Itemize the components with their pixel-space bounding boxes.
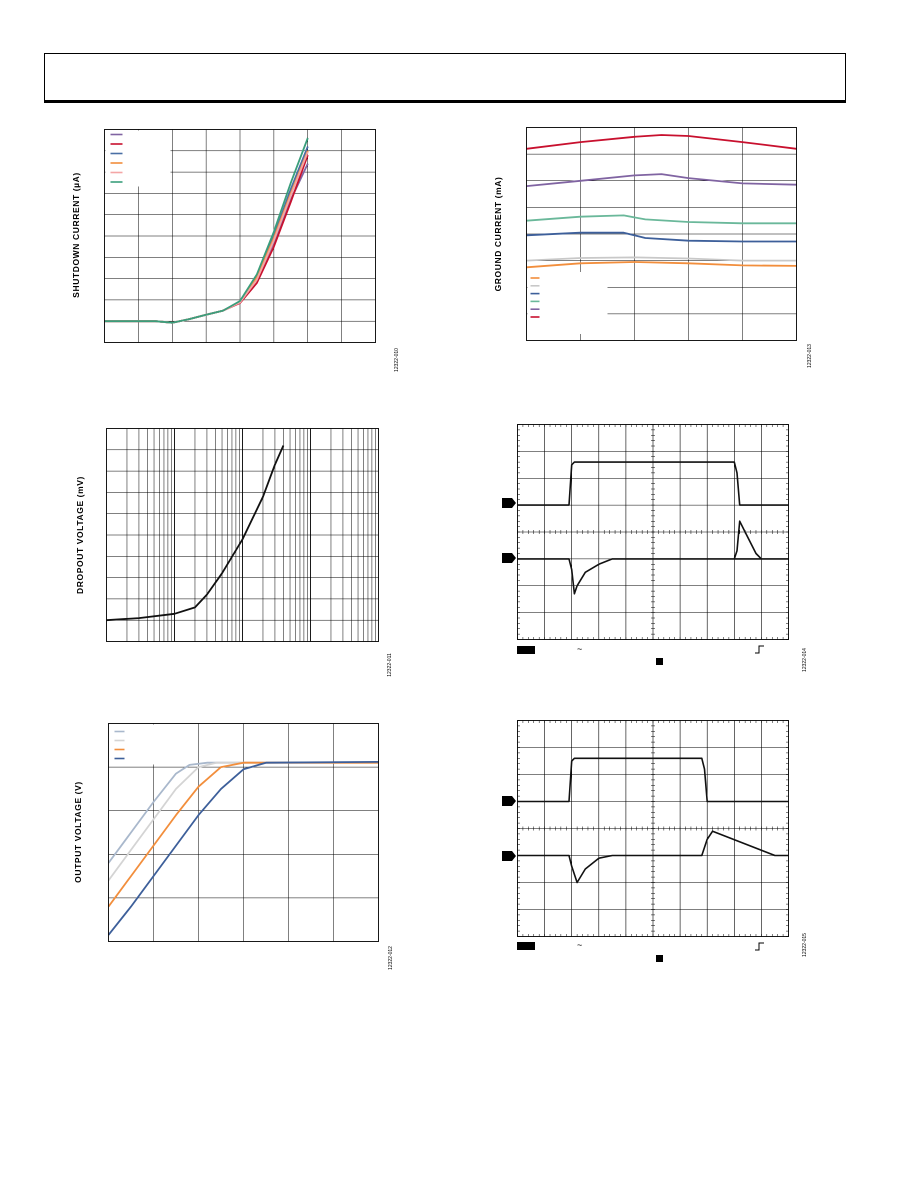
ac-coupling-icon: ~	[577, 940, 583, 950]
series-line-4	[526, 231, 797, 243]
y-axis-label: DROPOUT VOLTAGE (mV)	[75, 476, 85, 594]
series-line-1	[526, 134, 797, 150]
chart-svg	[108, 723, 379, 942]
series-line-1	[517, 757, 789, 803]
chart-svg	[106, 428, 379, 642]
series-line-1	[108, 761, 379, 864]
legend	[105, 130, 171, 187]
channel-1-marker-icon	[502, 498, 516, 508]
chart-svg	[517, 424, 789, 640]
series-line-3	[526, 214, 797, 225]
rising-edge-trigger-icon	[755, 645, 764, 654]
y-axis-label: GROUND CURRENT (mA)	[493, 176, 503, 292]
series-line-1	[106, 445, 285, 622]
trigger-position-marker	[656, 658, 663, 665]
plot-frame	[108, 723, 379, 942]
legend-background	[105, 130, 171, 187]
figure-id: 12322-014	[802, 648, 808, 672]
plot-frame	[517, 424, 789, 640]
series-line-2	[517, 520, 789, 595]
figure-id: 12322-010	[394, 348, 400, 372]
series-line-5	[526, 256, 797, 262]
figure-id: 12322-011	[387, 653, 393, 677]
grid	[108, 723, 379, 942]
series-line-4	[108, 761, 379, 936]
series-line-2	[526, 173, 797, 187]
figure-id: 12322-012	[388, 946, 394, 970]
ac-coupling-icon: ~	[577, 644, 583, 654]
plot-frame	[526, 127, 797, 341]
series-line-1	[517, 461, 789, 506]
channel-label-box	[517, 942, 535, 950]
channel-label-box	[517, 646, 535, 654]
legend	[109, 724, 170, 765]
channel-2-marker-icon	[502, 851, 516, 861]
figure-id: 12322-015	[802, 933, 808, 957]
series-line-6	[526, 261, 797, 269]
rising-edge-trigger-icon	[755, 942, 764, 951]
chart-svg	[104, 129, 376, 343]
series-line-2	[517, 830, 789, 884]
series-line-3	[108, 761, 379, 908]
chart-svg	[517, 720, 789, 937]
plot-frame	[104, 129, 376, 343]
grid	[106, 428, 379, 642]
trigger-position-marker	[656, 955, 663, 962]
y-axis-label: OUTPUT VOLTAGE (V)	[73, 781, 83, 883]
page-header-frame	[44, 53, 846, 103]
plot-frame	[517, 720, 789, 937]
chart-svg	[526, 127, 797, 341]
figure-id: 12322-013	[807, 344, 813, 368]
series-line-2	[108, 761, 379, 882]
channel-2-marker-icon	[502, 553, 516, 563]
plot-frame	[106, 428, 379, 642]
channel-1-marker-icon	[502, 796, 516, 806]
series-line-6	[104, 137, 309, 324]
legend	[527, 272, 608, 334]
y-axis-label: SHUTDOWN CURRENT (µA)	[71, 172, 81, 298]
legend-background	[527, 272, 608, 334]
